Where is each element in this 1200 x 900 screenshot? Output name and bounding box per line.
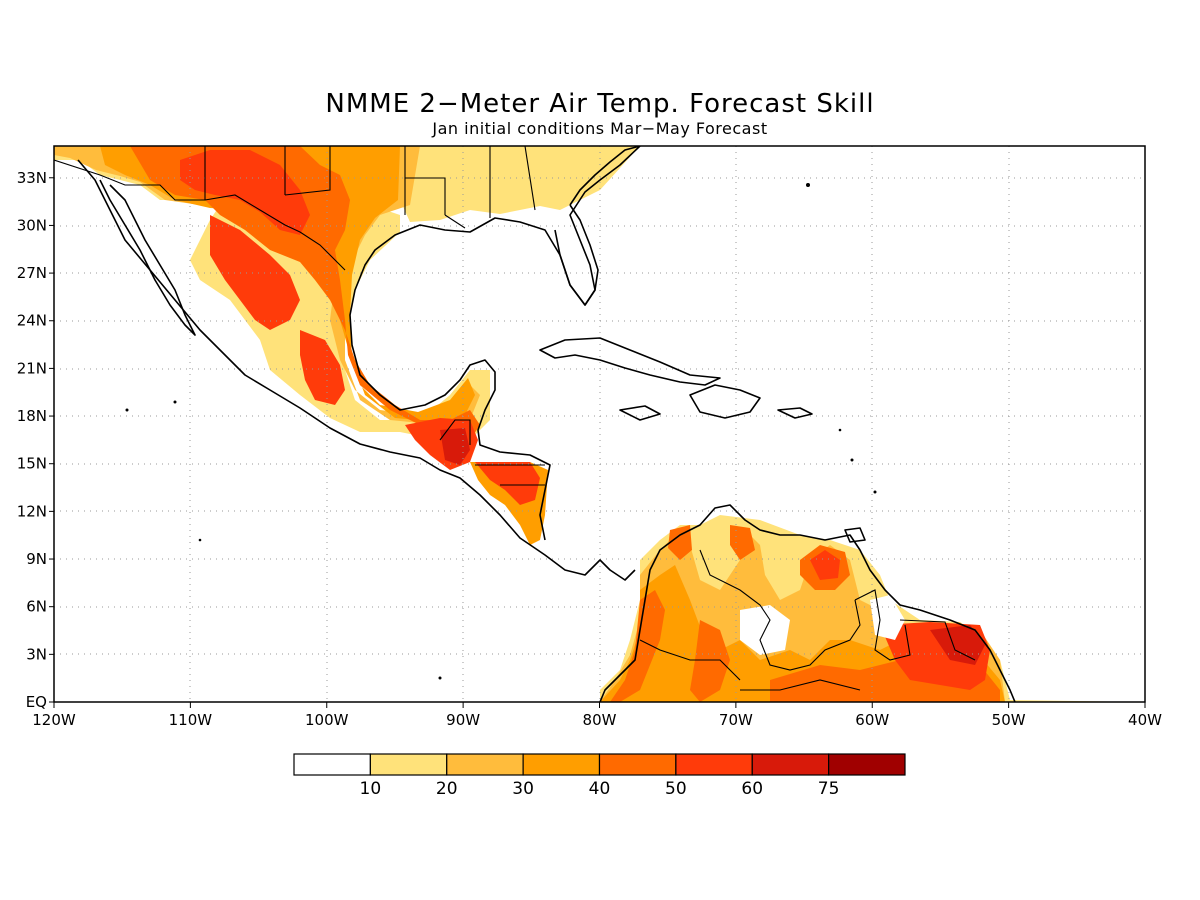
x-tick-label: 110W	[169, 711, 213, 729]
colorbar-segment	[522, 753, 601, 776]
y-tick-label: 21N	[17, 359, 47, 377]
political-borders	[54, 146, 976, 691]
colorbar-segment	[828, 753, 906, 776]
colorbar-label: 30	[512, 779, 534, 799]
y-tick-label: 30N	[17, 216, 47, 234]
x-tick-label: 50W	[992, 711, 1026, 729]
y-tick-label: 12N	[17, 502, 47, 520]
colorbar-segment	[751, 753, 830, 776]
map-title: NMME 2−Meter Air Temp. Forecast Skill	[325, 89, 874, 119]
colorbar-segment	[446, 753, 524, 776]
x-tick-label: 40W	[1128, 711, 1162, 729]
y-tick-label: 27N	[17, 264, 47, 282]
skill-shading-north-america	[54, 146, 640, 545]
colorbar-label: 40	[589, 779, 611, 799]
y-tick-label: 3N	[26, 645, 47, 663]
y-tick-label: 9N	[26, 550, 47, 568]
y-axis-ticks: EQ 3N 6N 9N 12N 15N 18N 21N 24N 27N 30N 33N	[17, 169, 54, 711]
colorbar-segment	[369, 753, 448, 776]
x-tick-label: 70W	[719, 711, 753, 729]
y-tick-label: 33N	[17, 169, 47, 187]
colorbar-segment	[675, 753, 753, 776]
x-tick-label: 120W	[32, 711, 76, 729]
colorbar-label: 20	[436, 779, 458, 799]
x-axis-ticks: 120W 110W 100W 90W 80W 70W 60W 50W 40W	[32, 702, 1162, 729]
x-tick-label: 80W	[583, 711, 617, 729]
y-tick-label: 15N	[17, 455, 47, 473]
colorbar-label: 75	[818, 779, 840, 799]
colorbar-label: 10	[360, 779, 382, 799]
islands	[125, 183, 877, 680]
colorbar-segment	[598, 753, 677, 776]
colorbar-label: 50	[665, 779, 687, 799]
y-tick-label: 6N	[26, 598, 47, 616]
x-tick-label: 100W	[305, 711, 349, 729]
map-subtitle: Jan initial conditions Mar−May Forecast	[431, 119, 767, 138]
y-tick-label: EQ	[26, 693, 47, 711]
y-tick-label: 24N	[17, 312, 47, 330]
x-tick-label: 90W	[446, 711, 480, 729]
colorbar-label: 60	[741, 779, 763, 799]
y-tick-label: 18N	[17, 407, 47, 425]
colorbar: 10 20 30 40 50 60 75	[293, 753, 906, 799]
colorbar-segment	[293, 753, 371, 776]
map-area	[54, 146, 1145, 702]
x-tick-label: 60W	[855, 711, 889, 729]
coastlines	[77, 146, 1016, 702]
